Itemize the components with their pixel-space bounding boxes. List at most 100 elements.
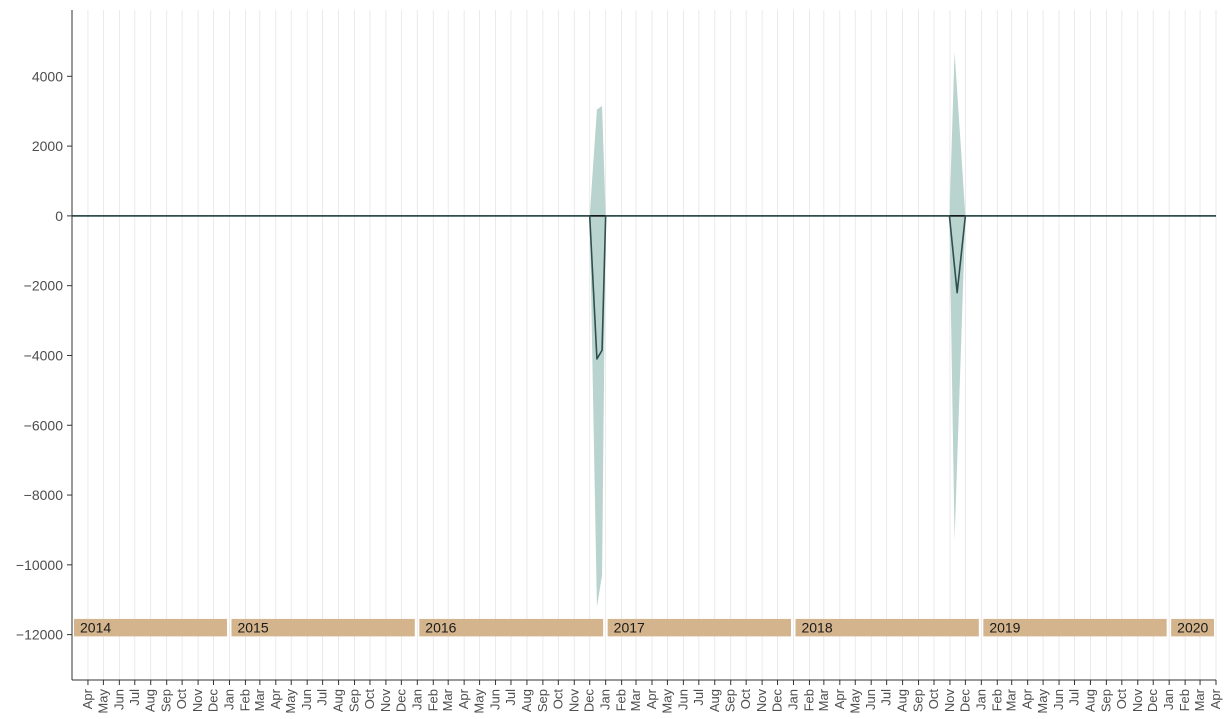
x-tick-label: Nov (754, 689, 769, 713)
x-tick-label: Jul (691, 689, 706, 706)
x-tick-label: May (659, 689, 674, 714)
x-tick-label: Mar (628, 688, 643, 711)
x-tick-label: Dec (1145, 689, 1160, 713)
y-tick-label: 0 (55, 208, 63, 224)
x-tick-label: Mar (252, 688, 267, 711)
y-tick-label: −6000 (24, 417, 64, 433)
x-tick-label: Jun (863, 689, 878, 710)
year-band (74, 618, 227, 637)
x-tick-label: Oct (550, 689, 565, 710)
x-tick-label: Apr (80, 688, 95, 709)
x-tick-label: Jul (315, 689, 330, 706)
y-tick-label: −10000 (16, 557, 63, 573)
x-tick-label: Mar (1192, 688, 1207, 711)
year-band (231, 618, 415, 637)
x-tick-label: Sep (159, 689, 174, 712)
x-tick-label: Aug (1082, 689, 1097, 712)
x-tick-label: Sep (347, 689, 362, 712)
x-tick-label: Sep (1098, 689, 1113, 712)
year-band (795, 618, 979, 637)
y-tick-label: 4000 (32, 68, 63, 84)
x-tick-label: Dec (206, 689, 221, 713)
x-tick-label: Mar (816, 688, 831, 711)
plot-area (72, 51, 1216, 607)
x-tick-label: Nov (378, 689, 393, 713)
x-tick-label: Sep (911, 689, 926, 712)
confidence-band (72, 51, 1216, 607)
x-tick-label: Oct (926, 689, 941, 710)
y-tick-label: 2000 (32, 138, 63, 154)
year-label: 2017 (614, 620, 645, 636)
x-tick-label: May (847, 689, 862, 714)
x-tick-label: Jul (503, 689, 518, 706)
x-tick-label: Oct (174, 689, 189, 710)
x-tick-label: Jun (1051, 689, 1066, 710)
year-band (419, 618, 604, 637)
x-tick-label: Aug (331, 689, 346, 712)
year-label: 2014 (80, 620, 111, 636)
x-tick-label: Dec (957, 689, 972, 713)
x-tick-label: Jun (111, 689, 126, 710)
y-tick-label: −12000 (16, 627, 63, 643)
x-tick-label: Apr (1020, 688, 1035, 709)
x-tick-label: Feb (237, 689, 252, 711)
year-bands: 2014 2015 2016 2017 2018 2019 2020 (74, 618, 1214, 637)
x-tick-label: Sep (723, 689, 738, 712)
year-band (983, 618, 1167, 637)
x-tick-label: Jan (1161, 689, 1176, 710)
x-tick-label: Apr (1208, 688, 1223, 709)
x-tick-label: Oct (362, 689, 377, 710)
x-tick-label: Jun (675, 689, 690, 710)
year-label: 2019 (989, 620, 1020, 636)
x-tick-label: Dec (770, 689, 785, 713)
x-tick-label: Jun (488, 689, 503, 710)
series-line (72, 215, 1216, 360)
x-tick-label: Oct (738, 689, 753, 710)
x-tick-label: Feb (425, 689, 440, 711)
x-tick-label: Jul (127, 689, 142, 706)
x-tick-label: Jun (299, 689, 314, 710)
x-tick-label: Aug (143, 689, 158, 712)
x-tick-label: Apr (268, 688, 283, 709)
x-tick-label: Aug (519, 689, 534, 712)
y-tick-label: −2000 (24, 278, 64, 294)
x-tick-label: Nov (942, 689, 957, 713)
x-tick-label: May (472, 689, 487, 714)
x-tick-label: May (1035, 689, 1050, 714)
grid-lines (87, 10, 1217, 680)
x-tick-label: Jan (409, 689, 424, 710)
x-tick-label: Apr (644, 688, 659, 709)
x-tick-label: Aug (895, 689, 910, 712)
x-tick-label: Apr (456, 688, 471, 709)
year-label: 2016 (425, 620, 456, 636)
x-tick-label: Jul (879, 689, 894, 706)
x-tick-label: Jul (1066, 689, 1081, 706)
x-tick-label: Mar (1004, 688, 1019, 711)
x-tick-label: Sep (535, 689, 550, 712)
x-tick-label: Mar (440, 688, 455, 711)
x-tick-label: Feb (989, 689, 1004, 711)
x-tick-label: Feb (801, 689, 816, 711)
x-tick-label: Dec (393, 689, 408, 713)
y-tick-label: −4000 (24, 347, 64, 363)
axes: 4000 2000 0 −2000 −4000 −6000 −8000 −10000 −1200… (16, 10, 1223, 714)
x-tick-label: Nov (566, 689, 581, 713)
x-tick-label: Feb (614, 689, 629, 711)
x-tick-label: Jan (973, 689, 988, 710)
year-label: 2018 (801, 620, 832, 636)
x-tick-label: Aug (707, 689, 722, 712)
x-tick-label: Jan (221, 689, 236, 710)
year-label: 2020 (1177, 620, 1208, 636)
x-tick-label: Nov (1130, 689, 1145, 713)
x-tick-label: Feb (1177, 689, 1192, 711)
year-label: 2015 (237, 620, 268, 636)
year-band (607, 618, 791, 637)
y-tick-label: −8000 (24, 487, 64, 503)
x-tick-label: Nov (190, 689, 205, 713)
x-tick-label: Jan (598, 689, 613, 710)
x-tick-label: May (283, 689, 298, 714)
year-band (1171, 618, 1214, 637)
x-tick-label: Apr (832, 688, 847, 709)
x-tick-label: Dec (582, 689, 597, 713)
